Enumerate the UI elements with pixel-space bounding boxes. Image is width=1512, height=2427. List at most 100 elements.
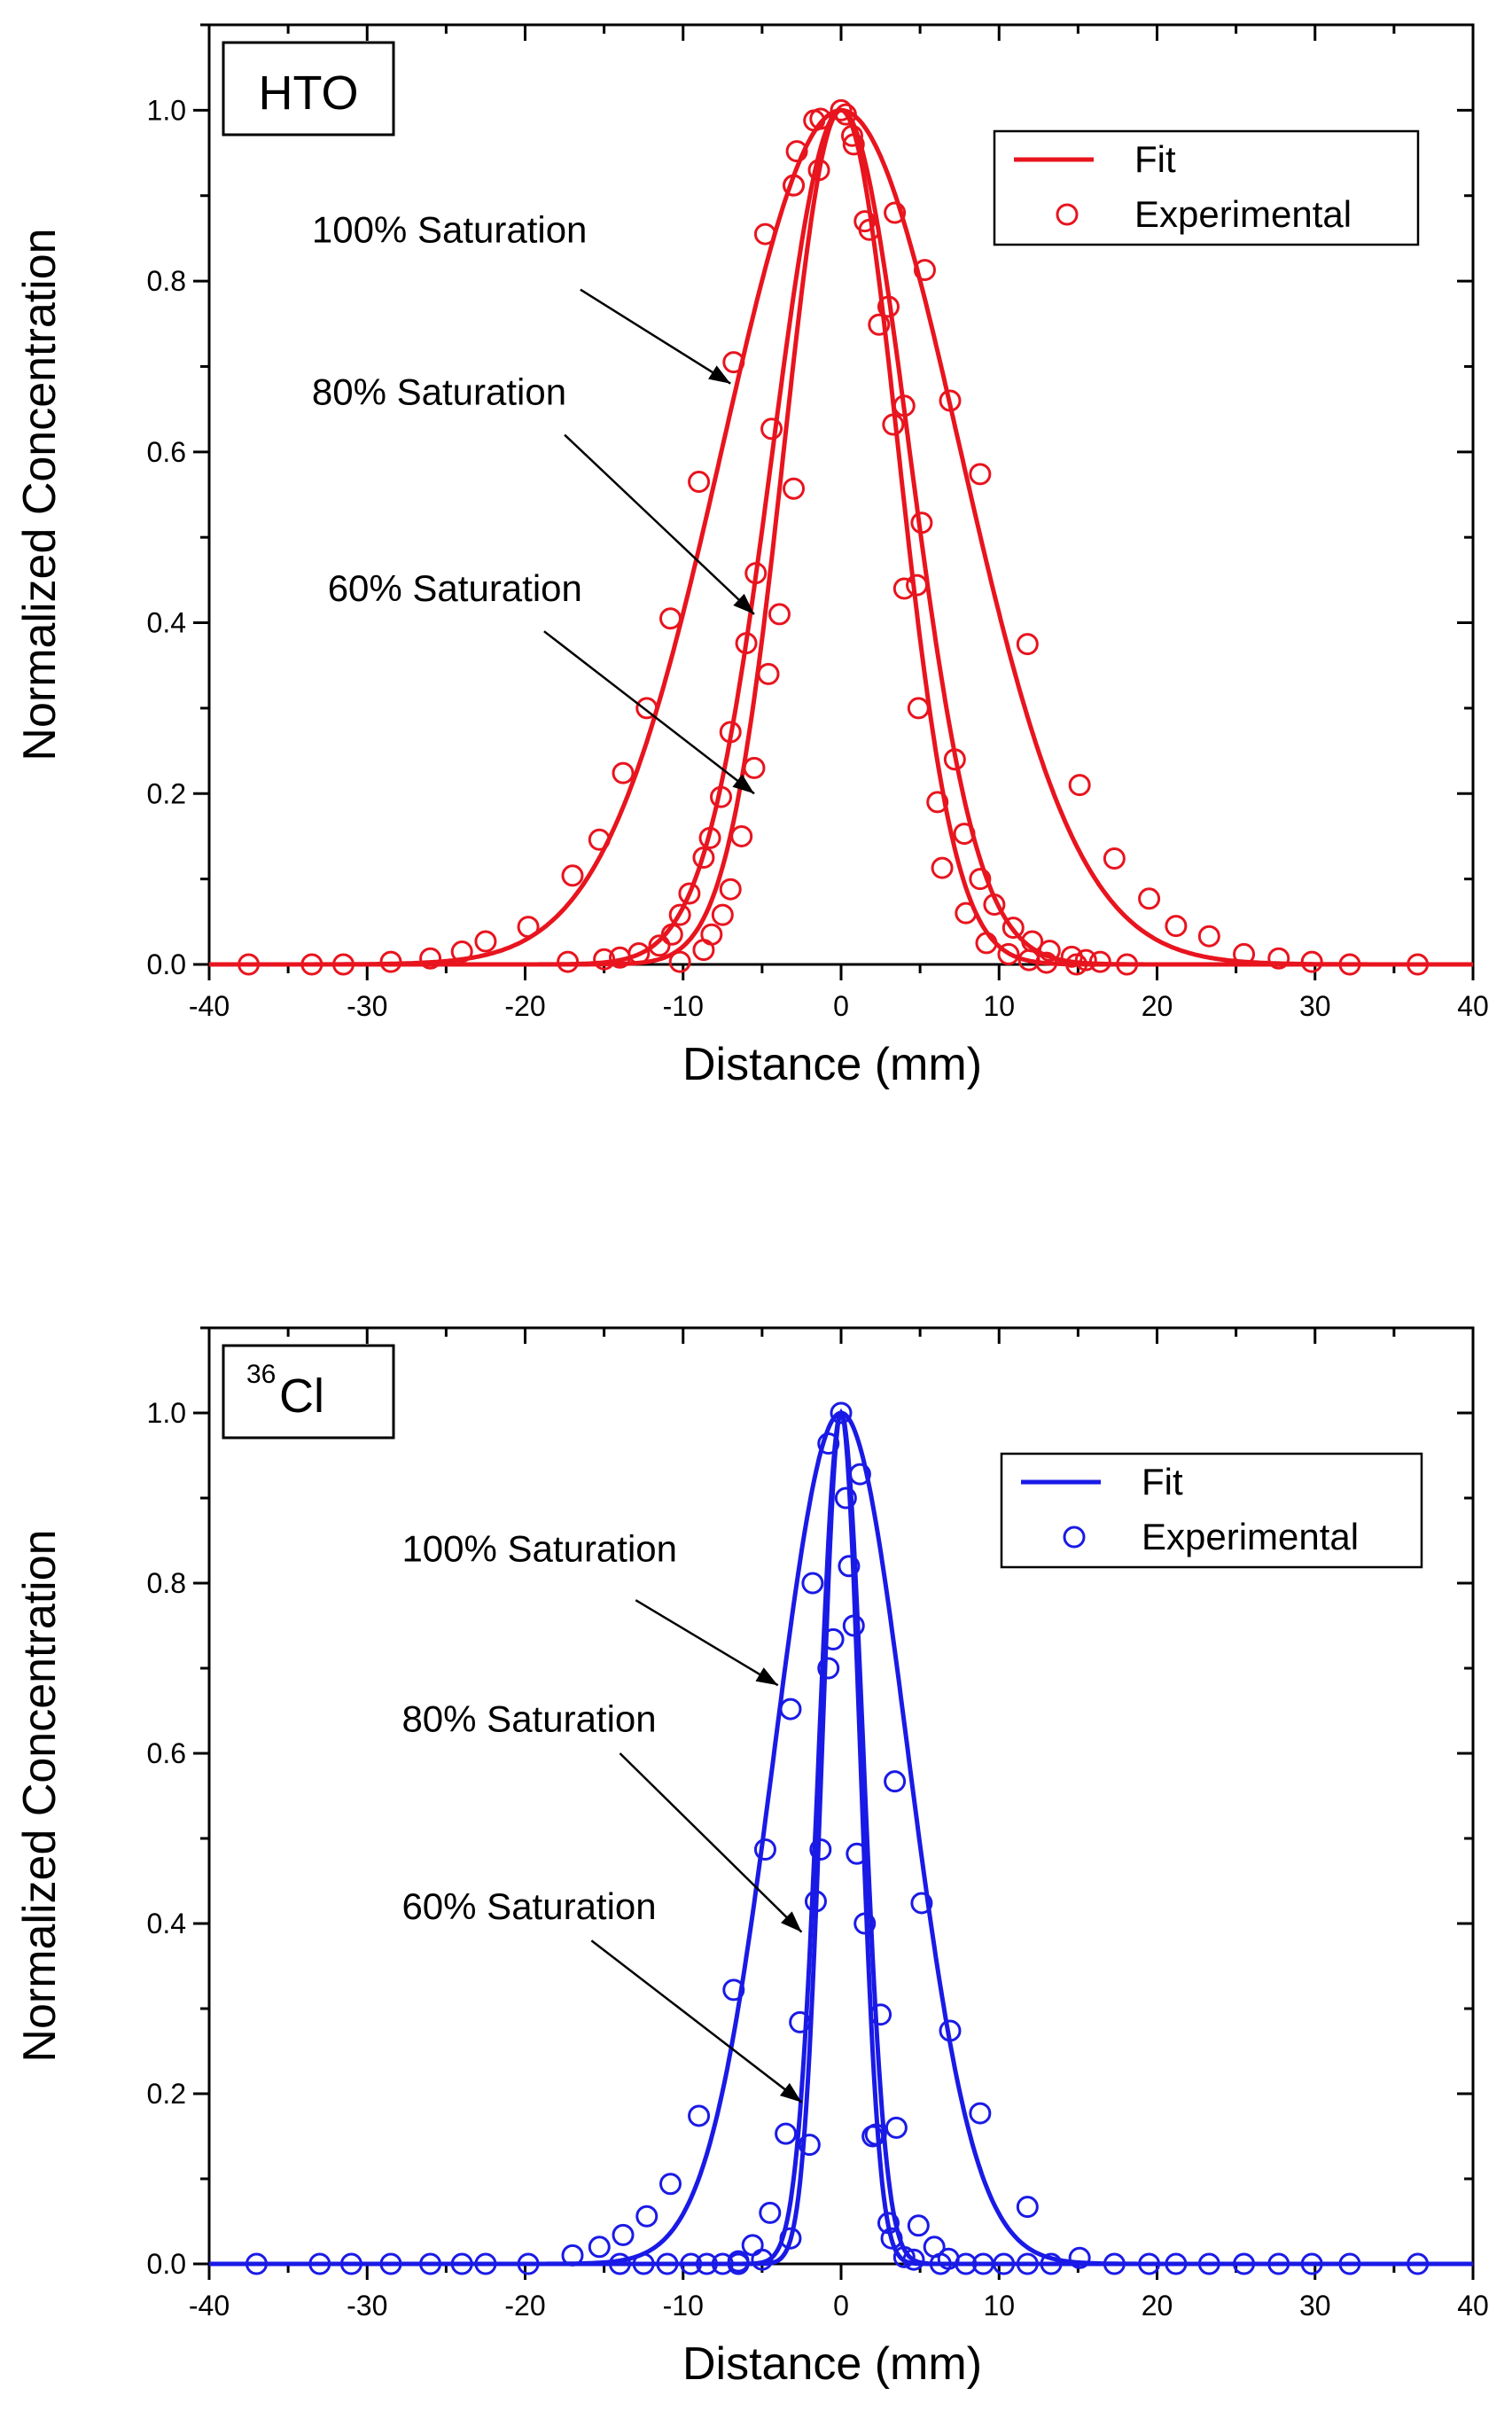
legend-experimental-label: Experimental xyxy=(1134,193,1352,235)
annotation-arrow-head xyxy=(708,365,731,384)
data-point xyxy=(907,697,930,720)
data-point xyxy=(517,2252,540,2275)
annotation-arrow-line xyxy=(564,433,755,615)
data-point xyxy=(730,824,753,847)
annotation-arrow-line xyxy=(619,1752,803,1933)
data-point xyxy=(955,901,978,925)
data-point xyxy=(635,2205,659,2228)
data-point xyxy=(975,932,998,955)
x-tick-label: 20 xyxy=(1142,990,1173,1022)
fit-curve-60-saturation xyxy=(209,107,1473,967)
data-point xyxy=(892,577,916,600)
x-axis-label: Distance (mm) xyxy=(682,1039,982,1090)
annotation-label: 100% Saturation xyxy=(401,1528,677,1570)
data-point xyxy=(910,511,933,535)
data-point xyxy=(783,174,806,197)
data-point xyxy=(332,953,355,976)
x-tick-label: -30 xyxy=(347,990,387,1022)
data-point xyxy=(474,2252,497,2275)
data-point xyxy=(1233,942,1256,965)
y-tick-label: 0.6 xyxy=(147,436,186,468)
annotation-100-saturation: 100% Saturation xyxy=(401,1528,779,1687)
data-point xyxy=(969,868,992,891)
data-point xyxy=(902,2248,925,2271)
data-point xyxy=(751,2248,774,2271)
data-point xyxy=(379,950,402,973)
annotation-label: 60% Saturation xyxy=(401,1885,656,1927)
data-point xyxy=(719,878,742,901)
data-point xyxy=(853,210,877,233)
data-point xyxy=(744,562,768,585)
y-axis-label: Normalized Concentration xyxy=(14,1529,66,2062)
panel-label: 36 Cl xyxy=(222,1344,395,1440)
data-point xyxy=(1068,2246,1091,2269)
chart-panel-1: -40 -30 -20 -10 0 10 20 30 40 0.0 0.2 0.4 0.6 0.8 1.0 D… xyxy=(14,23,1489,1090)
legend-experimental-swatch xyxy=(1063,1526,1086,1549)
annotation-arrow-head xyxy=(733,593,754,614)
data-point xyxy=(1103,2252,1126,2275)
data-point xyxy=(868,313,891,336)
data-point xyxy=(840,124,863,147)
data-point xyxy=(1300,2252,1323,2275)
data-point xyxy=(861,2125,885,2148)
data-point xyxy=(1103,847,1126,870)
data-point xyxy=(943,748,966,771)
data-point xyxy=(735,632,758,655)
data-point xyxy=(695,2252,718,2275)
y-tick-label: 1.0 xyxy=(147,94,186,126)
panel-label-box xyxy=(222,41,395,137)
data-point xyxy=(1040,2252,1063,2275)
x-tick-label: -10 xyxy=(663,990,704,1022)
x-tick-label: -30 xyxy=(347,2290,387,2322)
data-point xyxy=(842,1614,865,1637)
legend-fit-label: Fit xyxy=(1142,1461,1183,1502)
data-point xyxy=(700,923,723,946)
data-point xyxy=(612,761,635,784)
data-point xyxy=(931,856,954,879)
data-point xyxy=(419,947,442,970)
x-tick-label: -20 xyxy=(504,2290,545,2322)
annotation-label: 80% Saturation xyxy=(401,1698,656,1740)
data-point xyxy=(710,785,733,808)
y-tick-label: 0.8 xyxy=(147,265,186,297)
data-point xyxy=(785,140,808,163)
data-point xyxy=(1016,633,1039,656)
data-point xyxy=(907,2214,930,2237)
data-point xyxy=(789,2010,812,2033)
data-point xyxy=(801,1572,824,1595)
data-point xyxy=(722,1978,745,2002)
data-point xyxy=(846,1842,869,1865)
data-point xyxy=(379,2252,402,2275)
annotation-label: 80% Saturation xyxy=(312,371,566,412)
data-point xyxy=(842,133,865,156)
data-point xyxy=(1065,953,1088,976)
panel-label-superscript: 36 xyxy=(246,1360,276,1389)
data-point xyxy=(680,2252,703,2275)
legend-experimental-swatch xyxy=(1056,203,1079,226)
data-point xyxy=(688,2104,711,2127)
x-tick-label: -10 xyxy=(663,2290,704,2322)
data-point xyxy=(1002,917,1025,940)
x-tick-label: -40 xyxy=(189,2290,230,2322)
data-point xyxy=(656,2252,679,2275)
legend: Fit Experimental xyxy=(1000,1452,1423,1569)
data-point xyxy=(804,1890,827,1913)
data-point xyxy=(722,351,745,374)
data-point xyxy=(627,941,651,964)
data-point xyxy=(809,107,832,130)
x-tick-label: 30 xyxy=(1299,2290,1331,2322)
x-tick-label: 10 xyxy=(983,2290,1015,2322)
data-point xyxy=(892,394,916,418)
y-tick-label: 1.0 xyxy=(147,1397,186,1429)
y-axis-label: Normalized Concentration xyxy=(14,228,66,761)
data-point xyxy=(517,916,540,939)
data-point xyxy=(775,2122,798,2145)
data-point xyxy=(759,2201,782,2224)
data-point xyxy=(1035,951,1058,974)
data-point xyxy=(1088,950,1111,973)
y-tick-label: 0.2 xyxy=(147,777,186,809)
annotation-arrow-line xyxy=(580,288,731,385)
data-point xyxy=(768,603,791,626)
y-tick-label: 0.0 xyxy=(147,948,186,980)
data-point xyxy=(779,1697,802,1721)
